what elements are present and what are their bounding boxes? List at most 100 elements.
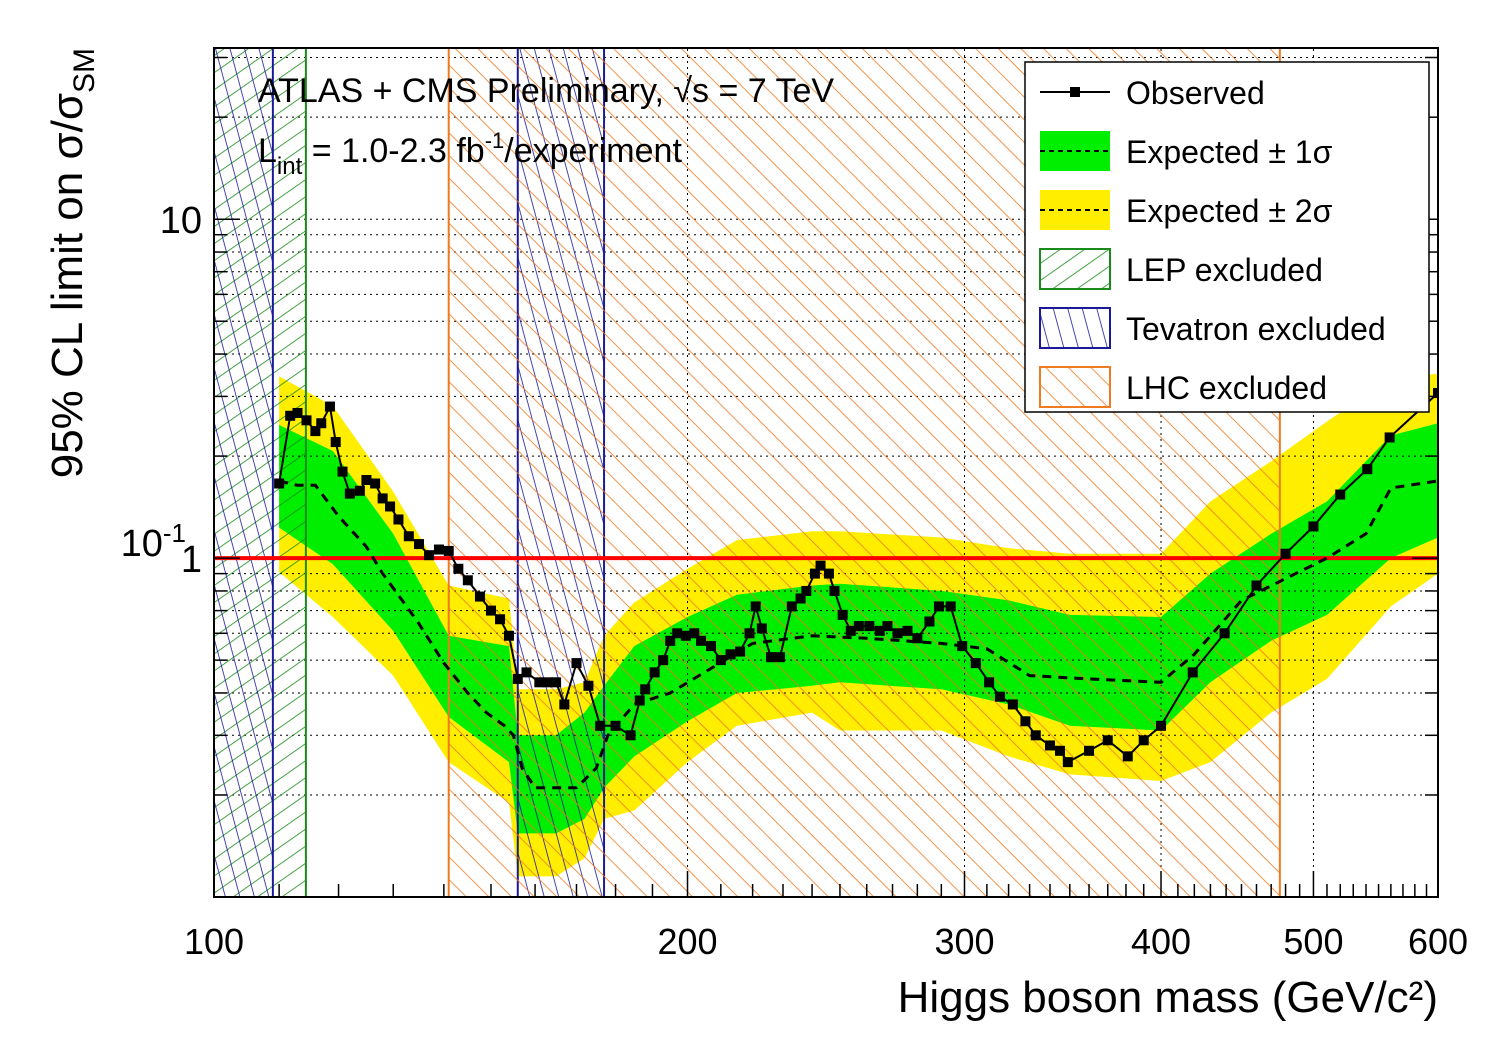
legend-item-lhc: LHC excluded xyxy=(1039,366,1327,408)
observed-point xyxy=(1138,735,1149,746)
observed-point xyxy=(1335,489,1346,500)
observed-point xyxy=(453,563,464,574)
observed-point xyxy=(361,474,372,485)
observed-point xyxy=(474,591,485,602)
observed-point xyxy=(634,695,645,706)
legend-item-lep: LEP excluded xyxy=(1039,248,1323,290)
observed-point xyxy=(924,616,935,627)
legend-label: Observed xyxy=(1126,75,1265,111)
observed-point xyxy=(649,667,660,678)
observed-point xyxy=(706,641,717,652)
observed-point xyxy=(945,601,956,612)
observed-point xyxy=(1030,730,1041,741)
observed-point xyxy=(829,585,840,596)
y-tick-label: 1 xyxy=(181,539,202,581)
observed-point xyxy=(957,641,968,652)
plot-area xyxy=(214,48,1438,897)
observed-point xyxy=(994,691,1005,702)
observed-point xyxy=(551,677,562,688)
observed-point xyxy=(595,720,606,731)
observed-point xyxy=(665,635,676,646)
observed-point xyxy=(1362,464,1373,475)
observed-point xyxy=(403,531,414,542)
x-tick-label: 400 xyxy=(1131,921,1191,962)
observed-point xyxy=(443,545,454,556)
y-tick-exponent: -1 xyxy=(163,518,186,548)
observed-point xyxy=(882,621,893,632)
observed-point xyxy=(1084,745,1095,756)
observed-point xyxy=(786,601,797,612)
observed-point xyxy=(715,655,726,666)
observed-point xyxy=(696,635,707,646)
x-tick-label: 100 xyxy=(184,921,244,962)
x-tick-label: 300 xyxy=(934,921,994,962)
observed-point xyxy=(344,488,355,499)
observed-point xyxy=(521,667,532,678)
observed-point xyxy=(984,677,995,688)
observed-point xyxy=(370,478,381,489)
observed-point xyxy=(1122,751,1133,762)
observed-point xyxy=(933,601,944,612)
observed-point xyxy=(1007,699,1018,710)
observed-point xyxy=(534,677,545,688)
x-tick-labels: 100 200 300 400 500 600 xyxy=(184,921,1468,962)
observed-point xyxy=(512,673,523,684)
axis-ticks xyxy=(213,56,1439,898)
lumi-end: /experiment xyxy=(504,132,682,170)
observed-point xyxy=(542,677,553,688)
observed-legend-marker xyxy=(1070,87,1080,97)
observed-point xyxy=(1251,580,1262,591)
lumi-sup: -1 xyxy=(485,128,505,153)
observed-point xyxy=(316,418,327,429)
x-tick-label: 500 xyxy=(1283,921,1343,962)
y-tick-label: 10-1 xyxy=(121,518,186,565)
y-tick-base: 10 xyxy=(160,200,202,242)
chart-subtitle: Lint = 1.0-2.3 fb-1/experiment xyxy=(258,128,682,180)
observed-point xyxy=(1054,745,1065,756)
observed-point xyxy=(330,437,341,448)
observed-point xyxy=(765,652,776,663)
x-tick-label: 600 xyxy=(1408,921,1468,962)
observed-point xyxy=(462,575,473,586)
legend-label: Expected ± 1σ xyxy=(1126,134,1333,170)
observed-point xyxy=(571,658,582,669)
observed-point xyxy=(377,493,388,504)
observed-point xyxy=(324,401,335,412)
legend-label: Expected ± 2σ xyxy=(1126,193,1333,229)
expected-median-line xyxy=(278,479,1438,790)
observed-point xyxy=(689,628,700,639)
observed-point xyxy=(274,478,285,489)
observed-point xyxy=(801,585,812,596)
observed-point xyxy=(680,630,691,641)
observed-point xyxy=(756,623,767,634)
observed-point xyxy=(285,410,296,421)
legend-label: LHC excluded xyxy=(1126,370,1327,406)
observed-point xyxy=(845,625,856,636)
observed-point xyxy=(1280,548,1291,559)
observed-point xyxy=(744,628,755,639)
observed-point xyxy=(864,621,875,632)
observed-point xyxy=(559,699,570,710)
lumi-l: L xyxy=(258,132,277,170)
legend-item-band1: Expected ± 1σ xyxy=(1040,131,1333,171)
lep-legend-swatch xyxy=(1039,248,1111,290)
y-axis-label-main: 95% CL limit on σ/σ xyxy=(43,93,92,478)
observed-point xyxy=(310,426,321,437)
observed-point xyxy=(1433,388,1438,399)
observed-point xyxy=(1219,628,1230,639)
observed-point xyxy=(424,550,435,561)
observed-point xyxy=(658,655,669,666)
observed-point xyxy=(1062,757,1073,768)
observed-point xyxy=(902,625,913,636)
observed-point xyxy=(414,539,425,550)
observed-point xyxy=(301,415,312,426)
legend: Observed Expected ± 1σ Expected ± 2σ LEP ex… xyxy=(1024,61,1430,413)
observed-point xyxy=(853,621,864,632)
observed-point xyxy=(393,514,404,525)
x-tick-label: 200 xyxy=(657,921,717,962)
observed-point xyxy=(292,408,303,419)
excluded-region-tevatron xyxy=(214,48,274,897)
y-tick-labels: 10-11 10 xyxy=(121,200,202,581)
chart-title: ATLAS + CMS Preliminary, √s = 7 TeV xyxy=(258,72,834,110)
